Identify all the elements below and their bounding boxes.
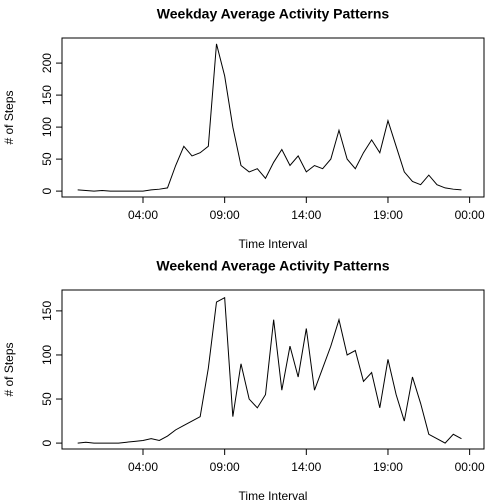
y-tick-label: 200 [40,53,54,73]
y-tick-label: 0 [40,439,54,446]
x-tick-label: 00:00 [455,208,485,222]
x-axis-label: Time Interval [239,237,308,251]
y-axis-label: # of Steps [2,342,16,396]
x-tick-label: 14:00 [291,460,321,474]
x-tick-label: 19:00 [373,460,403,474]
y-tick-label: 100 [40,345,54,365]
x-axis-label: Time Interval [239,489,308,503]
y-tick-label: 0 [40,187,54,194]
y-tick-label: 150 [40,85,54,105]
data-line [77,296,462,444]
x-tick-label: 09:00 [210,460,240,474]
x-tick-label: 19:00 [373,208,403,222]
y-axis-label: # of Steps [2,90,16,144]
x-tick-label: 09:00 [210,208,240,222]
y-tick-label: 150 [40,301,54,321]
plot-box [61,289,485,450]
plot-box [61,37,485,198]
data-line [77,43,462,192]
chart-title: Weekday Average Activity Patterns [157,6,390,22]
y-tick-label: 50 [40,152,54,166]
x-tick-label: 04:00 [128,208,158,222]
y-tick-label: 100 [40,117,54,137]
chart-title: Weekend Average Activity Patterns [156,258,389,274]
x-tick-label: 04:00 [128,460,158,474]
x-tick-label: 00:00 [455,460,485,474]
y-tick-label: 50 [40,392,54,406]
x-tick-label: 14:00 [291,208,321,222]
